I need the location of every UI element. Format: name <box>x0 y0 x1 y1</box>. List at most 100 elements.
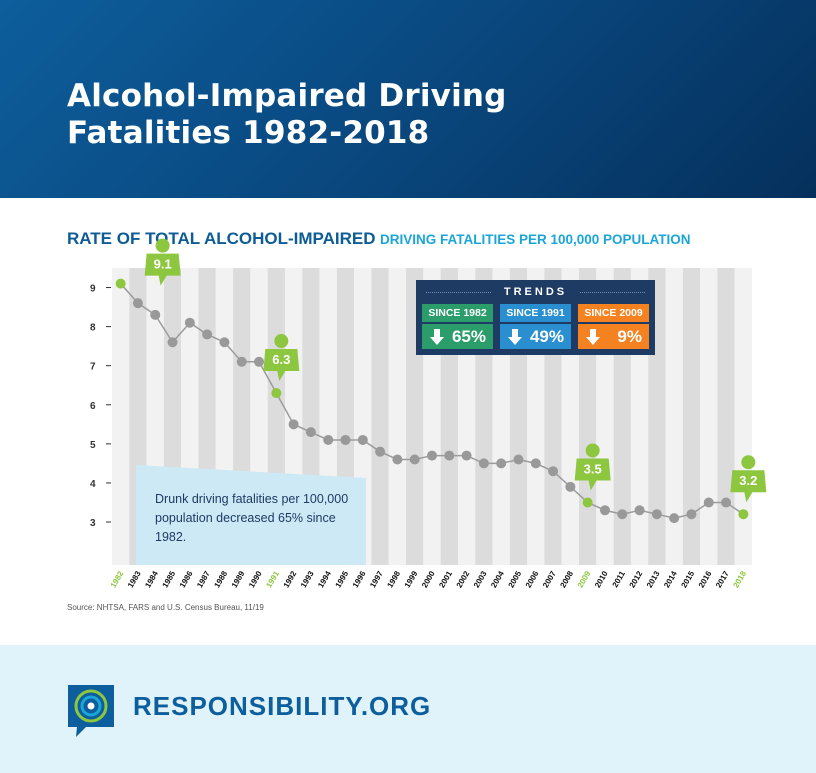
trend-since-1991: SINCE 1991 49% <box>500 304 571 349</box>
value-callout: 9.1 <box>144 238 181 286</box>
target-speech-bubble-icon <box>68 685 114 737</box>
title-line-2: Fatalities 1982-2018 <box>67 115 430 151</box>
x-tick-label: 2007 <box>541 569 558 589</box>
data-point <box>271 388 282 399</box>
x-tick-label: 2002 <box>455 569 472 589</box>
data-point <box>496 458 507 469</box>
down-arrow-icon <box>586 329 600 345</box>
data-point <box>461 450 472 461</box>
y-tick-label: 8 <box>90 323 96 334</box>
trends-panel: TRENDS SINCE 1982 65% SINCE 1991 49% SIN… <box>416 280 655 355</box>
callout-label: 3.2 <box>739 473 757 488</box>
data-point <box>288 419 299 430</box>
data-point <box>236 356 247 367</box>
grid-band <box>717 268 735 565</box>
data-point <box>599 505 610 516</box>
data-point <box>305 427 316 438</box>
source-note: Source: NHTSA, FARS and U.S. Census Bure… <box>67 603 264 612</box>
x-tick-label: 1983 <box>126 569 143 589</box>
y-tick-label: 5 <box>90 440 96 451</box>
callout-shape <box>144 238 181 286</box>
data-point <box>427 450 437 461</box>
x-tick-label: 2014 <box>662 569 679 589</box>
brand-name[interactable]: RESPONSIBILITY.ORG <box>133 691 432 721</box>
title-line-1: Alcohol-Impaired Driving <box>67 78 507 114</box>
x-tick-label: 2017 <box>714 569 731 589</box>
grid-band <box>388 268 407 565</box>
x-tick-label: 2001 <box>437 569 454 589</box>
trend-label: SINCE 1991 <box>500 304 571 322</box>
data-point <box>392 454 403 465</box>
x-tick-label: 2013 <box>645 569 662 589</box>
data-point <box>669 513 680 524</box>
x-tick-label: 2018 <box>731 569 748 589</box>
note-box <box>136 465 366 565</box>
data-point <box>548 466 559 477</box>
data-point <box>686 509 697 520</box>
x-tick-label: 2004 <box>489 569 506 589</box>
data-point <box>513 454 524 465</box>
trends-divider-left <box>426 292 491 293</box>
x-tick-label: 1990 <box>247 569 264 589</box>
grid-band <box>682 268 701 565</box>
x-tick-label: 1989 <box>230 569 247 589</box>
trend-value: 9% <box>578 324 649 349</box>
data-point <box>357 434 368 445</box>
value-callout: 3.2 <box>730 455 767 503</box>
x-tick-label: 1994 <box>316 569 333 589</box>
x-tick-label: 1998 <box>385 569 402 589</box>
data-point <box>617 509 628 520</box>
x-tick-label: 2005 <box>507 569 524 589</box>
subtitle-part-1: RATE OF TOTAL ALCOHOL-IMPAIRED <box>67 229 376 248</box>
x-tick-label: 2011 <box>611 569 628 589</box>
trend-since-1982: SINCE 1982 65% <box>422 304 493 349</box>
down-arrow-icon <box>508 329 522 345</box>
x-tick-label: 1992 <box>282 569 299 589</box>
trend-value: 49% <box>500 324 571 349</box>
x-tick-label: 2009 <box>576 569 593 589</box>
data-point <box>219 337 230 348</box>
summary-note: Drunk driving fatalities per 100,000 pop… <box>155 492 349 544</box>
x-tick-label: 1993 <box>299 569 316 589</box>
x-tick-label: 1985 <box>161 569 178 589</box>
data-point <box>444 450 455 461</box>
callout-label: 6.3 <box>272 352 290 367</box>
x-tick-label: 2016 <box>697 569 714 589</box>
y-tick-label: 9 <box>90 284 96 295</box>
value-callout: 3.5 <box>574 443 611 491</box>
data-point <box>721 497 732 508</box>
page-title: Alcohol-Impaired Driving Fatalities 1982… <box>67 78 507 152</box>
x-tick-label: 2006 <box>524 569 541 589</box>
data-point <box>565 481 576 492</box>
data-point <box>202 329 213 340</box>
y-tick-label: 4 <box>90 479 96 490</box>
data-point <box>703 497 714 508</box>
y-tick-label: 7 <box>90 362 96 373</box>
grid-band <box>734 268 752 565</box>
callout-label: 3.5 <box>584 461 602 476</box>
callout-shape <box>574 443 611 491</box>
x-tick-label: 2012 <box>628 569 645 589</box>
x-tick-label: 1984 <box>143 569 160 589</box>
data-point <box>651 509 662 520</box>
trend-label: SINCE 2009 <box>578 304 649 322</box>
x-tick-label: 2003 <box>472 569 489 589</box>
footer: RESPONSIBILITY.ORG <box>0 645 816 773</box>
data-point <box>409 454 420 465</box>
callout-label: 9.1 <box>154 257 172 272</box>
down-arrow-icon <box>430 329 444 345</box>
trend-label: SINCE 1982 <box>422 304 493 322</box>
header-banner: Alcohol-Impaired Driving Fatalities 1982… <box>0 0 816 198</box>
grid-band <box>700 268 718 565</box>
data-point <box>167 337 178 348</box>
data-point <box>323 434 334 445</box>
subtitle-part-2: DRIVING FATALITIES PER 100,000 POPULATIO… <box>379 232 691 247</box>
x-tick-label: 1999 <box>403 569 420 589</box>
chart-subtitle: RATE OF TOTAL ALCOHOL-IMPAIRED DRIVING F… <box>67 229 691 249</box>
callout-shape <box>263 334 300 382</box>
value-callout: 6.3 <box>263 334 300 382</box>
data-point <box>634 505 645 516</box>
data-point <box>582 497 593 508</box>
trend-since-2009: SINCE 2009 9% <box>578 304 649 349</box>
x-tick-label: 2010 <box>593 569 610 589</box>
